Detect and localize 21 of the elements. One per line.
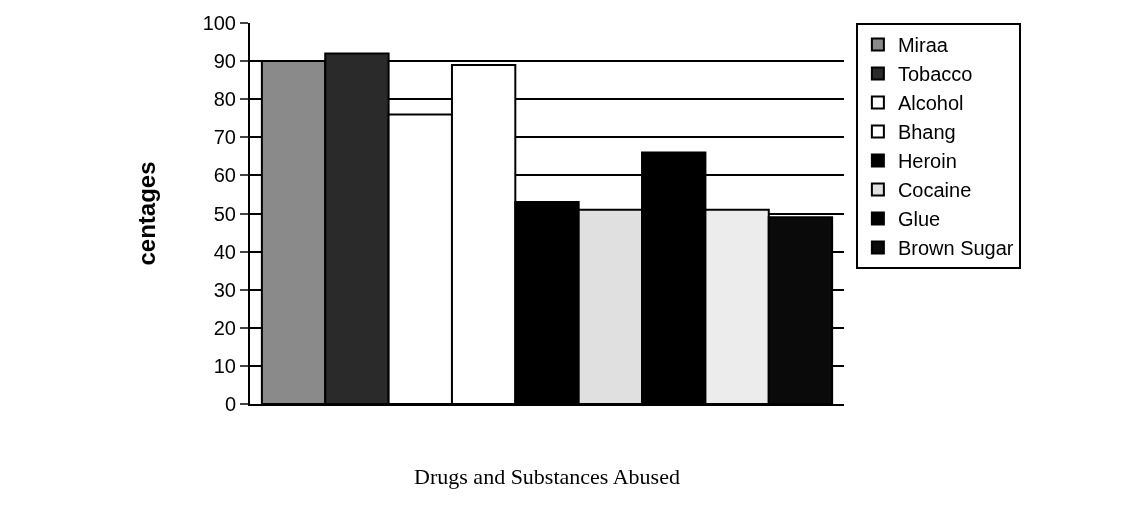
y-tick-label: 100: [202, 12, 236, 34]
x-axis-title: Drugs and Substances Abused: [414, 464, 680, 490]
legend-label: Brown Sugar: [897, 237, 1014, 260]
legend-label: Bhang: [897, 121, 956, 144]
y-tick-label: 70: [213, 126, 236, 149]
y-tick-label: 30: [213, 278, 236, 301]
y-tick-label: 10: [213, 354, 236, 377]
y-axis-title: centages: [133, 161, 161, 266]
y-tick-label: 0: [224, 393, 236, 415]
y-tick-label: 20: [213, 316, 236, 339]
legend-label: Cocaine: [897, 179, 972, 202]
legend-label: Miraa: [897, 34, 949, 57]
legend-label: Glue: [897, 208, 941, 231]
legend-label: Alcohol: [897, 92, 964, 115]
y-tick-label: 80: [213, 88, 236, 111]
y-tick-label: 60: [213, 164, 236, 187]
y-tick-label: 40: [213, 240, 236, 263]
y-tick-label: 90: [213, 50, 236, 73]
legend-label: Heroin: [897, 150, 957, 173]
y-tick-label: 50: [213, 202, 236, 225]
legend-label: Tobacco: [897, 63, 973, 86]
